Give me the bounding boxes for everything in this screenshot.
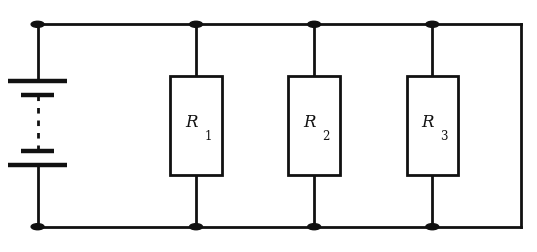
Bar xyxy=(170,77,222,175)
Circle shape xyxy=(31,224,44,230)
Circle shape xyxy=(31,22,44,28)
Text: 1: 1 xyxy=(204,130,212,143)
Circle shape xyxy=(426,22,439,28)
Text: 3: 3 xyxy=(440,130,448,143)
Text: R: R xyxy=(422,114,434,131)
Circle shape xyxy=(426,224,439,230)
Circle shape xyxy=(308,22,321,28)
Circle shape xyxy=(190,22,202,28)
Text: R: R xyxy=(185,114,198,131)
Text: R: R xyxy=(303,114,316,131)
Circle shape xyxy=(308,224,321,230)
Bar xyxy=(407,77,458,175)
Circle shape xyxy=(190,224,202,230)
Bar xyxy=(288,77,340,175)
Text: 2: 2 xyxy=(322,130,330,143)
